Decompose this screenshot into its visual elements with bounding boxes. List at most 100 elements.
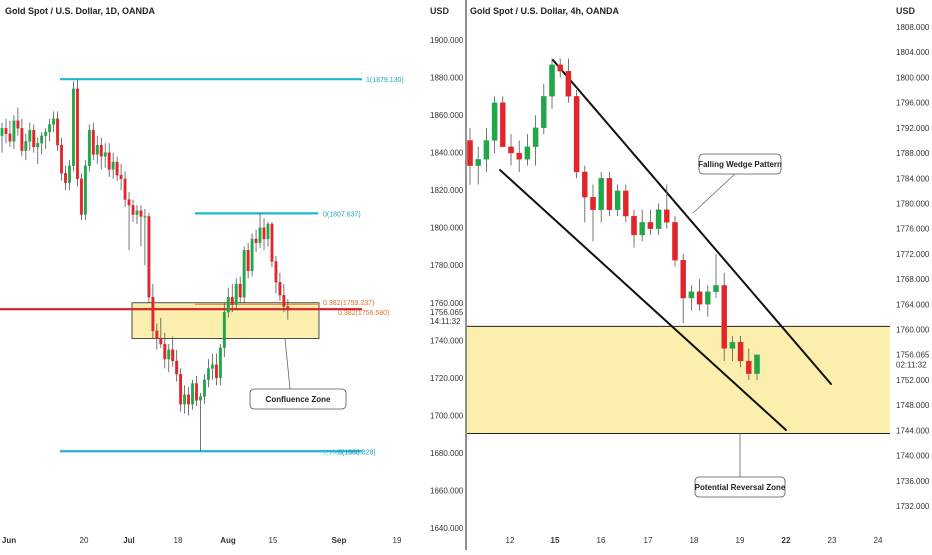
daily-candle xyxy=(95,144,99,155)
daily-y-tick: 1820.000 xyxy=(430,186,464,195)
daily-candle xyxy=(0,128,4,136)
four-hour-candle xyxy=(729,341,736,349)
four-hour-candle xyxy=(705,291,711,305)
four-hour-candle xyxy=(655,209,662,229)
confluence-zone-label: Confluence Zone xyxy=(266,395,331,404)
daily-candle xyxy=(246,250,250,272)
daily-candle xyxy=(107,152,111,170)
four-hour-candle xyxy=(623,190,629,217)
daily-candle xyxy=(127,199,131,206)
daily-y-tick: 1860.000 xyxy=(430,111,464,120)
four-hour-y-tick: 1740.000 xyxy=(896,452,930,461)
daily-candle xyxy=(187,394,191,405)
daily-candle xyxy=(270,223,274,262)
daily-candle xyxy=(179,373,183,405)
reversal-zone-rect xyxy=(467,326,890,434)
daily-candle xyxy=(286,306,290,311)
daily-candle xyxy=(99,144,103,157)
daily-x-tick: 19 xyxy=(393,536,402,545)
fib-level-1-bottom-label: 1(1680.889) xyxy=(322,449,360,456)
fib-level-0-bottom-label: 0(1680.828) xyxy=(338,449,376,456)
daily-y-tick: 1780.000 xyxy=(430,261,464,270)
four-hour-chart-ylabel: USD xyxy=(896,6,916,16)
four-hour-candle xyxy=(582,171,588,198)
daily-chart-ylabel: USD xyxy=(430,6,450,16)
daily-candle xyxy=(131,205,135,215)
daily-candle xyxy=(103,152,107,157)
four-hour-y-tick: 1752.000 xyxy=(896,376,930,385)
daily-candle xyxy=(32,129,36,148)
four-hour-candle xyxy=(524,146,531,160)
daily-y-tick: 1640.000 xyxy=(430,524,464,533)
wedge-pattern-pointer xyxy=(692,172,737,214)
daily-candle xyxy=(111,161,115,170)
wedge-lower-line xyxy=(499,169,787,431)
daily-candle xyxy=(52,118,56,125)
daily-chart-title: Gold Spot / U.S. Dollar, 1D, OANDA xyxy=(5,6,156,16)
four-hour-candle xyxy=(532,127,539,147)
daily-candle xyxy=(175,360,179,375)
daily-candle xyxy=(68,165,71,183)
daily-candle xyxy=(91,129,95,155)
four-hour-candle xyxy=(672,222,678,261)
daily-candle xyxy=(115,161,119,176)
daily-candle xyxy=(250,238,254,272)
daily-x-tick: 20 xyxy=(80,536,89,545)
fib-level-1-top-label: 1(1879.130) xyxy=(366,77,404,84)
daily-candle xyxy=(36,143,40,148)
four-hour-y-tick: 1760.000 xyxy=(896,326,930,335)
four-hour-candle xyxy=(467,140,473,166)
daily-candle xyxy=(266,223,270,240)
daily-x-tick: Jul xyxy=(123,536,135,545)
daily-y-tick: 1760.000 xyxy=(430,299,464,308)
four-hour-candle xyxy=(696,291,703,305)
confluence-zone-box xyxy=(249,388,347,410)
daily-candle xyxy=(258,227,262,243)
daily-candle xyxy=(218,347,222,378)
four-hour-candle xyxy=(647,222,654,229)
wedge-upper-line xyxy=(552,59,832,385)
daily-candle xyxy=(167,349,171,360)
daily-candle xyxy=(75,88,79,180)
four-hour-candle xyxy=(713,285,719,292)
daily-y-tick: 1740.000 xyxy=(430,336,464,345)
daily-candle xyxy=(119,174,123,180)
four-hour-x-tick: 12 xyxy=(506,536,515,545)
wedge-pattern-box xyxy=(698,153,782,175)
four-hour-candle xyxy=(721,285,727,349)
daily-candle xyxy=(24,141,28,151)
daily-candle xyxy=(206,368,210,380)
four-hour-y-tick: 1780.000 xyxy=(896,199,930,208)
daily-y-tick: 1880.000 xyxy=(430,74,464,83)
wedge-pattern-label: Falling Wedge Pattern xyxy=(698,160,782,169)
daily-candle xyxy=(242,250,246,298)
daily-candle xyxy=(139,210,143,217)
four-hour-candle xyxy=(573,96,580,173)
four-hour-y-tick: 1776.000 xyxy=(896,225,930,234)
daily-candle xyxy=(230,296,234,305)
four-hour-candle xyxy=(565,70,572,97)
daily-candle xyxy=(72,88,75,166)
daily-candle xyxy=(183,394,187,405)
four-hour-y-tick: 1788.000 xyxy=(896,149,930,158)
four-hour-y-tick: 1748.000 xyxy=(896,401,930,410)
daily-countdown-label: 14:11:32 xyxy=(430,317,461,326)
daily-candle xyxy=(48,124,52,133)
four-hour-x-tick: 19 xyxy=(736,536,745,545)
daily-candle xyxy=(16,120,20,129)
daily-candle xyxy=(191,383,195,405)
four-hour-x-tick: 24 xyxy=(874,536,883,545)
daily-candle xyxy=(87,129,91,166)
four-hour-candle xyxy=(500,102,506,147)
daily-x-tick: 18 xyxy=(174,536,183,545)
daily-x-tick: 15 xyxy=(269,536,278,545)
daily-candle xyxy=(222,312,226,348)
four-hour-x-tick: 22 xyxy=(782,536,791,545)
four-hour-y-tick: 1736.000 xyxy=(896,477,930,486)
four-hour-x-tick: 16 xyxy=(597,536,606,545)
daily-candle xyxy=(20,128,24,151)
daily-candle xyxy=(159,338,163,345)
daily-candle xyxy=(147,216,151,298)
four-hour-candle xyxy=(590,197,596,210)
